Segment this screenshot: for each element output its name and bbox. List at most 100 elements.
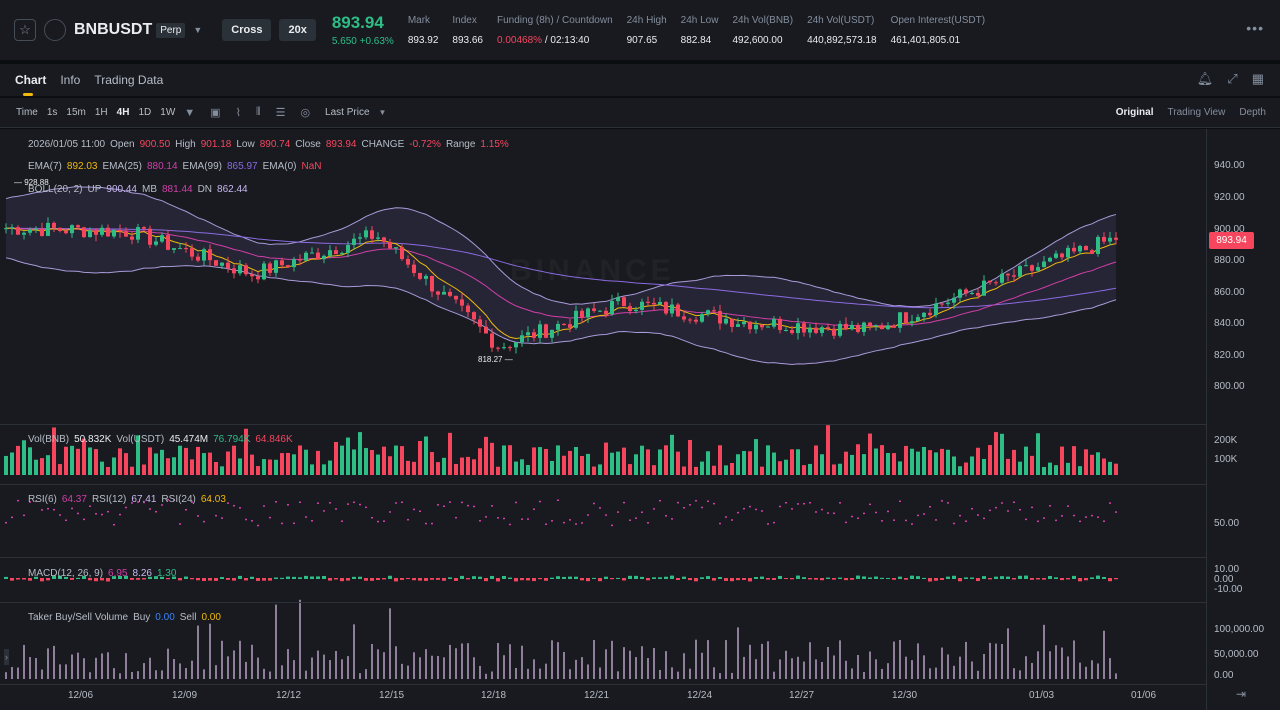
interval-1w[interactable]: 1W — [160, 107, 176, 118]
volume-bar — [520, 459, 524, 475]
rsi-point — [731, 519, 733, 521]
taker-volume-bar — [101, 653, 103, 679]
price-type-dropdown-icon[interactable]: ▼ — [378, 108, 387, 117]
taker-label: Taker Buy/Sell Volume — [28, 612, 129, 623]
price-type-select[interactable]: Last Price — [325, 107, 370, 118]
macd-histogram-bar — [712, 578, 716, 581]
volume-bar — [544, 448, 548, 475]
macd-histogram-bar — [382, 578, 386, 580]
macd-histogram-bar — [1084, 578, 1088, 581]
taker-tick: 0.00 — [1214, 670, 1234, 681]
macd-histogram-bar — [124, 575, 128, 579]
volume-bar — [844, 451, 848, 475]
fullscreen-icon[interactable]: ⤢ — [1227, 71, 1238, 86]
tab-trading-data[interactable]: Trading Data — [94, 73, 164, 87]
candle — [730, 318, 734, 327]
macd-histogram-bar — [370, 578, 374, 581]
volume-bar — [268, 459, 272, 475]
taker-volume-bar — [395, 646, 397, 679]
candle — [484, 326, 488, 334]
scroll-to-latest-icon[interactable]: ⇥ — [1236, 687, 1247, 701]
rsi-point — [821, 508, 823, 511]
candle — [382, 237, 386, 242]
macd-histogram-bar — [682, 576, 686, 579]
more-options-icon[interactable]: ••• — [1246, 20, 1264, 36]
grid-layout-icon[interactable]: ▦ — [1251, 71, 1264, 86]
rsi-point — [149, 508, 151, 510]
draw-tool-icon[interactable]: ◎ — [300, 107, 311, 119]
rsi24-value: 64.03 — [200, 494, 226, 505]
rsi-point — [389, 511, 391, 513]
indicator-icon[interactable]: ⌇ — [235, 107, 241, 119]
macd-histogram-bar — [934, 578, 938, 581]
collapse-panel-icon[interactable]: › — [4, 649, 9, 665]
chart-area[interactable]: BINANCE 2026/01/05 11:00Open900.50High90… — [0, 129, 1280, 710]
rsi-point — [701, 506, 703, 509]
candle — [880, 325, 884, 330]
volume-bar — [982, 458, 986, 475]
interval-15m[interactable]: 15m — [66, 107, 86, 118]
alert-bell-icon[interactable]: 🔔︎ — [1196, 71, 1214, 86]
taker-volume-bar — [161, 670, 163, 679]
taker-volume-bar — [485, 673, 487, 679]
interval-dropdown-icon[interactable]: ▼ — [184, 106, 196, 119]
candle — [574, 310, 578, 328]
candle — [304, 252, 308, 261]
rsi-point — [959, 514, 961, 517]
rsi-point — [929, 505, 931, 508]
taker-volume-bar — [929, 668, 931, 679]
margin-mode-button[interactable]: Cross — [222, 19, 272, 41]
candle — [610, 301, 614, 315]
interval-1d[interactable]: 1D — [138, 107, 152, 118]
volume-bar — [376, 454, 380, 475]
volume-bar — [916, 451, 920, 475]
taker-volume-bar — [347, 656, 349, 679]
symbol-name[interactable]: BNBUSDT — [74, 21, 153, 38]
rsi-point — [209, 499, 211, 501]
volume-bar — [142, 464, 146, 475]
candle — [712, 310, 716, 312]
macd-histogram-bar — [238, 575, 242, 579]
macd-histogram-bar — [418, 578, 422, 581]
volume-bar — [994, 432, 998, 475]
calendar-icon[interactable]: ▣ — [210, 107, 221, 119]
interval-1s[interactable]: 1s — [46, 107, 58, 118]
settings-icon[interactable]: ☰ — [275, 107, 286, 119]
taker-volume-bar — [1091, 660, 1093, 679]
taker-volume-bar — [23, 644, 25, 679]
candle — [214, 260, 218, 266]
taker-volume-bar — [713, 667, 715, 679]
rsi-point — [605, 514, 607, 516]
stat-value: 893.66 — [452, 34, 483, 46]
taker-volume-bar — [659, 669, 661, 679]
taker-volume-bar — [1055, 645, 1057, 679]
volume-bar — [928, 450, 932, 475]
candle — [322, 255, 326, 260]
rsi-point — [113, 523, 115, 526]
volume-bar — [316, 450, 320, 475]
taker-volume-bar — [977, 670, 979, 679]
volume-bar — [418, 441, 422, 475]
tab-chart[interactable]: Chart — [15, 73, 47, 96]
taker-volume-bar — [845, 660, 847, 679]
leverage-button[interactable]: 20x — [279, 19, 316, 41]
rsi-point — [773, 521, 775, 524]
taker-volume-bar — [461, 643, 463, 679]
tab-info[interactable]: Info — [60, 73, 81, 87]
macd-histogram-bar — [112, 576, 116, 579]
symbol-dropdown-icon[interactable]: ▼ — [193, 25, 203, 35]
volume-bar — [772, 452, 776, 475]
chart-type-icon[interactable]: ⫴ — [255, 106, 261, 118]
view-depth[interactable]: Depth — [1239, 107, 1266, 118]
interval-4h[interactable]: 4H — [116, 107, 130, 118]
view-original[interactable]: Original — [1115, 107, 1154, 118]
interval-1h[interactable]: 1H — [94, 107, 108, 118]
favorite-star-icon[interactable]: ☆ — [14, 19, 36, 41]
taker-volume-bar — [965, 641, 967, 679]
macd-histogram-bar — [172, 576, 176, 579]
volume-bar — [118, 448, 122, 475]
chart-canvas[interactable] — [0, 129, 1206, 689]
view-trading-view[interactable]: Trading View — [1167, 107, 1226, 118]
macd-histogram-bar — [814, 578, 818, 580]
volume-bar — [778, 461, 782, 475]
